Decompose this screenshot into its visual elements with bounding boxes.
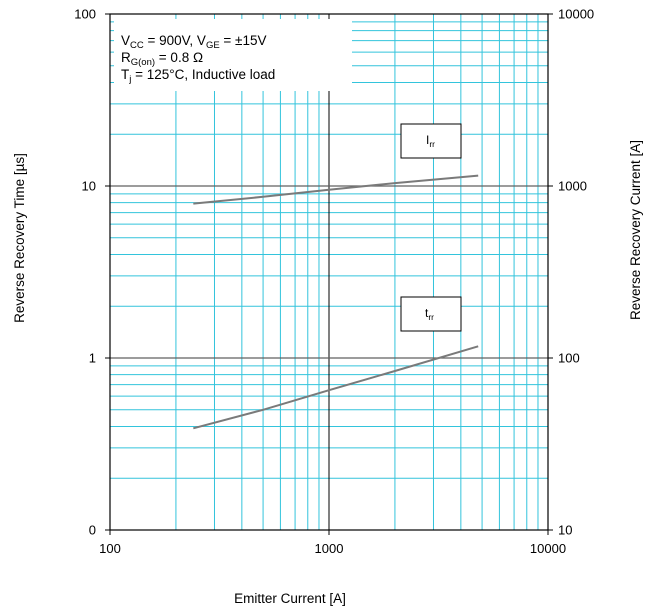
annotation-line-1: VCC = 900V, VGE = ±15V xyxy=(121,33,267,51)
y-left-tick-label: 1 xyxy=(89,351,96,366)
rg-value: = 0.8 Ω xyxy=(155,50,203,65)
tj-symbol: T xyxy=(121,67,129,82)
annotation-line-2: RG(on) = 0.8 Ω xyxy=(121,50,203,68)
y-right-tick-label: 10 xyxy=(558,523,572,538)
vcc-symbol: V xyxy=(121,33,130,48)
y-right-tick-label: 1000 xyxy=(558,179,587,194)
trr-label: trr xyxy=(400,296,462,332)
vcc-subscript: CC xyxy=(130,40,144,51)
y-axis-right-title: Reverse Recovery Current [A] xyxy=(628,140,643,320)
y-right-tick-label: 10000 xyxy=(558,7,594,22)
trr-label-box xyxy=(400,296,462,332)
vcc-value: = 900V, V xyxy=(144,33,206,48)
x-tick-label: 1000 xyxy=(315,541,344,556)
conditions-annotation: VCC = 900V, VGE = ±15V RG(on) = 0.8 Ω Tj… xyxy=(114,19,352,91)
y-axis-left-title: Reverse Recovery Time [µs] xyxy=(12,153,27,323)
x-tick-label: 100 xyxy=(99,541,121,556)
trr-subscript: rr xyxy=(428,312,434,322)
major-grid xyxy=(110,14,548,530)
trr-label-text: trr xyxy=(425,306,434,322)
irr-label-text: Irr xyxy=(426,133,435,149)
rg-symbol: R xyxy=(121,50,131,65)
series-line-trr xyxy=(193,345,479,430)
y-left-tick-label: 100 xyxy=(74,7,96,22)
annotation-box xyxy=(114,19,352,91)
irr-label: Irr xyxy=(400,123,462,159)
trr-symbol: t xyxy=(425,306,429,320)
tj-subscript: j xyxy=(128,74,131,85)
y-left-tick-label: 0 xyxy=(89,523,96,538)
x-axis-title: Emitter Current [A] xyxy=(234,591,346,606)
rg-subscript: G(on) xyxy=(131,57,155,68)
y-right-tick-label: 100 xyxy=(558,351,580,366)
tick-labels: 100 1000 10000 0 1 10 100 10 100 1000 10000 xyxy=(74,7,594,557)
series-line-irr xyxy=(193,174,479,205)
irr-symbol: I xyxy=(426,133,429,147)
annotation-line-3: Tj = 125°C, Inductive load xyxy=(121,67,275,85)
x-tick-label: 10000 xyxy=(530,541,566,556)
irr-subscript: rr xyxy=(429,139,435,149)
y-left-tick-label: 10 xyxy=(82,179,96,194)
series-layer xyxy=(193,174,479,430)
irr-label-box xyxy=(400,123,462,159)
vge-subscript: GE xyxy=(206,40,220,51)
vge-value: = ±15V xyxy=(220,33,267,48)
tj-value: = 125°C, Inductive load xyxy=(131,67,275,82)
